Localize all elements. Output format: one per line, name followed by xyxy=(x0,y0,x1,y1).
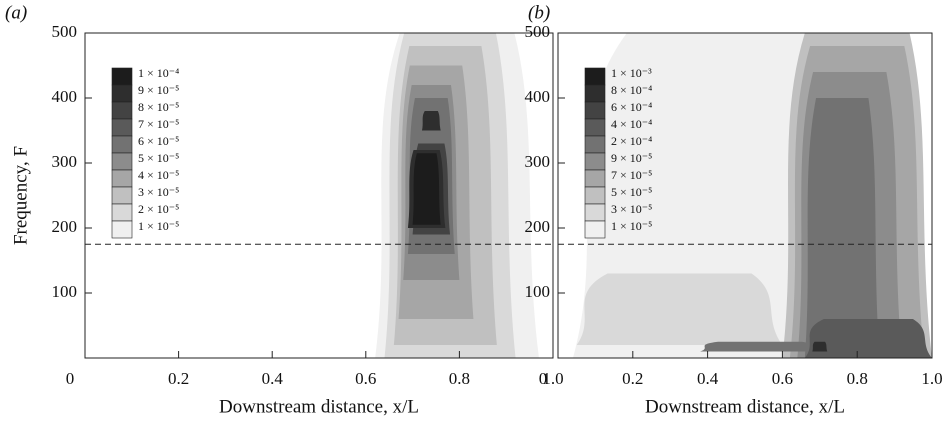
y-tick-label: 400 xyxy=(52,87,78,106)
legend-label: 2 × 10⁻⁴ xyxy=(611,134,652,148)
y-tick-label: 300 xyxy=(525,152,551,171)
legend-label: 8 × 10⁻⁴ xyxy=(611,83,652,97)
legend-swatch xyxy=(111,118,133,137)
y-tick-label: 200 xyxy=(525,217,551,236)
legend-swatch xyxy=(584,118,606,137)
legend-swatch xyxy=(111,67,133,86)
legend-label: 4 × 10⁻⁴ xyxy=(611,117,652,131)
contour-region xyxy=(804,98,880,358)
legend-label: 8 × 10⁻⁵ xyxy=(138,100,179,114)
x-tick-label: 0.8 xyxy=(847,369,868,388)
x-tick-label: 0 xyxy=(539,369,548,388)
plot-frame xyxy=(84,32,554,359)
legend-swatch xyxy=(111,135,133,154)
plot-frame xyxy=(557,32,933,359)
legend-swatch xyxy=(111,203,133,222)
contour-region xyxy=(700,341,820,352)
y-tick-label: 100 xyxy=(52,282,78,301)
legend-label: 6 × 10⁻⁵ xyxy=(138,134,179,148)
x-axis-label: Downstream distance, x/L xyxy=(645,396,845,417)
legend-label: 7 × 10⁻⁵ xyxy=(138,117,179,131)
legend-swatch xyxy=(584,169,606,188)
contour-region xyxy=(804,319,932,358)
legend-swatch xyxy=(584,152,606,171)
x-tick-label: 1.0 xyxy=(921,369,942,388)
y-tick-label: 400 xyxy=(525,87,551,106)
legend-label: 3 × 10⁻⁵ xyxy=(138,185,179,199)
legend-swatch xyxy=(111,169,133,188)
legend-label: 1 × 10⁻⁵ xyxy=(611,219,652,233)
x-tick-label: 1.0 xyxy=(542,369,563,388)
contour-region xyxy=(421,111,441,131)
legend-swatch xyxy=(584,135,606,154)
y-tick-label: 500 xyxy=(52,22,78,41)
legend-label: 3 × 10⁻⁵ xyxy=(611,202,652,216)
x-tick-label: 0.8 xyxy=(449,369,470,388)
x-tick-label: 0.2 xyxy=(622,369,643,388)
y-axis-label: Frequency, F xyxy=(10,146,31,245)
legend-label: 4 × 10⁻⁵ xyxy=(138,168,179,182)
legend-label: 6 × 10⁻⁴ xyxy=(611,100,652,114)
x-axis-label: Downstream distance, x/L xyxy=(219,396,419,417)
legend-label: 7 × 10⁻⁵ xyxy=(611,168,652,182)
y-tick-label: 200 xyxy=(52,217,78,236)
y-tick-label: 300 xyxy=(52,152,78,171)
x-tick-label: 0.6 xyxy=(355,369,376,388)
legend-label: 2 × 10⁻⁵ xyxy=(138,202,179,216)
legend-label: 1 × 10⁻⁴ xyxy=(138,66,179,80)
legend-swatch xyxy=(111,152,133,171)
contour-region xyxy=(812,341,828,352)
y-tick-label: 100 xyxy=(525,282,551,301)
legend-label: 5 × 10⁻⁵ xyxy=(138,151,179,165)
legend-swatch xyxy=(111,186,133,205)
legend-swatch xyxy=(584,186,606,205)
contour-region xyxy=(412,153,441,225)
panel: 0 0.2 0.4 0.6 0.8 1.0 100 200 300 400 500 Downstrea… xyxy=(5,2,564,417)
panel-label: (a) xyxy=(5,2,27,23)
x-tick-label: 0.6 xyxy=(772,369,793,388)
legend-swatch xyxy=(584,101,606,120)
x-tick-label: 0 xyxy=(66,369,75,388)
x-tick-label: 0.2 xyxy=(168,369,189,388)
legend-label: 1 × 10⁻³ xyxy=(611,66,652,80)
legend-label: 1 × 10⁻⁵ xyxy=(138,219,179,233)
y-tick-label: 500 xyxy=(525,22,551,41)
x-tick-label: 0.4 xyxy=(697,369,719,388)
legend-swatch xyxy=(111,220,133,239)
legend-swatch xyxy=(584,67,606,86)
x-tick-label: 0.4 xyxy=(262,369,284,388)
legend-label: 9 × 10⁻⁵ xyxy=(611,151,652,165)
panel: 0 0.2 0.4 0.6 0.8 1.0 100 200 300 400 500 Downstrea… xyxy=(525,2,943,417)
contour-region xyxy=(576,273,783,345)
legend-label: 5 × 10⁻⁵ xyxy=(611,185,652,199)
panel-label: (b) xyxy=(528,2,550,23)
legend-swatch xyxy=(584,203,606,222)
legend-swatch xyxy=(584,84,606,103)
legend-swatch xyxy=(111,101,133,120)
legend-label: 9 × 10⁻⁵ xyxy=(138,83,179,97)
legend-swatch xyxy=(584,220,606,239)
legend-swatch xyxy=(111,84,133,103)
